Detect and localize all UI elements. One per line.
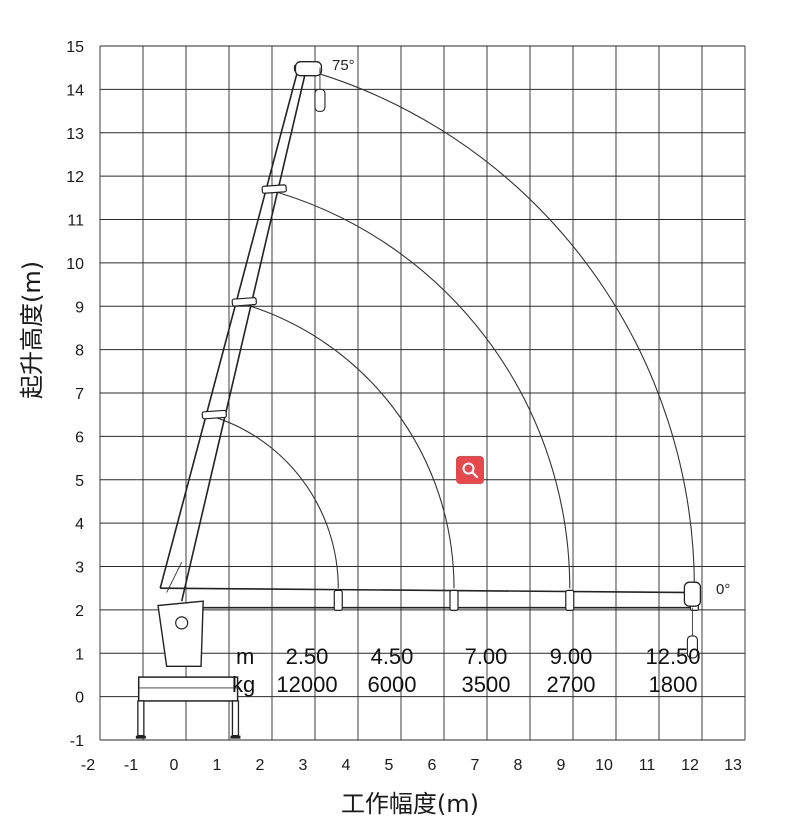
y-tick-label: 10 <box>66 256 84 273</box>
outrigger-foot <box>230 735 241 739</box>
crane-base <box>137 676 239 702</box>
y-tick-label: 15 <box>66 39 84 56</box>
radius-value: 4.50 <box>371 644 414 669</box>
x-axis-title: 工作幅度(m) <box>341 790 479 818</box>
radius-value: 7.00 <box>465 644 508 669</box>
load-unit-label: kg <box>232 672 255 697</box>
x-tick-label: 5 <box>385 757 394 774</box>
load-table: m kg 2.50 4.50 7.00 9.00 12.50 12000 600… <box>232 644 701 697</box>
x-tick-label: 4 <box>342 757 351 774</box>
boom-tip-arc <box>266 188 571 589</box>
y-tick-label: 3 <box>75 560 84 577</box>
boom-tip-arc <box>236 301 455 589</box>
outrigger-leg <box>137 700 145 737</box>
y-tick-label: 1 <box>75 646 84 663</box>
boom-section-collar <box>449 589 459 611</box>
y-tick-label: 7 <box>75 386 84 403</box>
boom-tip-arc <box>206 414 339 589</box>
y-axis-title: 起升高度(m) <box>18 261 46 399</box>
load-value: 6000 <box>368 672 417 697</box>
load-value: 12000 <box>276 672 337 697</box>
x-tick-label: 11 <box>639 757 656 774</box>
load-value: 3500 <box>462 672 511 697</box>
y-tick-label: 6 <box>75 429 84 446</box>
x-tick-label: 12 <box>681 757 699 774</box>
y-tick-label: 5 <box>75 473 84 490</box>
boom-75-upper-chord <box>180 65 308 602</box>
y-tick-label: 8 <box>75 343 84 360</box>
boom-section-collar <box>231 297 257 307</box>
y-tick-label: 9 <box>75 299 84 316</box>
x-tick-label: 3 <box>299 757 308 774</box>
radius-value: 2.50 <box>286 644 329 669</box>
radius-unit-label: m <box>236 644 254 669</box>
outrigger-leg <box>231 700 240 737</box>
x-tick-label: 13 <box>724 757 742 774</box>
x-tick-label: 10 <box>595 757 613 774</box>
boom-section-collar <box>201 409 227 420</box>
x-tick-label: 0 <box>170 757 179 774</box>
y-tick-label: 14 <box>66 82 84 99</box>
magnifier-icon <box>462 462 479 479</box>
boom-0-upper-chord <box>160 587 695 594</box>
x-tick-label: 2 <box>256 757 265 774</box>
radius-value: 9.00 <box>550 644 593 669</box>
boom-head <box>683 581 702 607</box>
radius-value: 12.50 <box>645 644 700 669</box>
boom-section-collar <box>333 589 343 611</box>
y-tick-label: 0 <box>75 690 84 707</box>
load-value: 1800 <box>649 672 698 697</box>
boom-section-collar <box>565 589 575 611</box>
y-tick-label: 12 <box>66 169 84 186</box>
y-tick-label: 11 <box>67 213 84 230</box>
x-tick-label: 8 <box>514 757 523 774</box>
y-tick-label: 13 <box>66 126 84 143</box>
boom-tip-arc <box>298 67 695 589</box>
crane-drawing <box>135 61 702 739</box>
x-tick-label: 7 <box>471 757 480 774</box>
grid <box>99 45 746 741</box>
y-tick-label: 2 <box>75 603 84 620</box>
angle-label-0: 0° <box>716 581 730 598</box>
boom-section-collar <box>261 184 287 194</box>
load-value: 2700 <box>547 672 596 697</box>
boom-tip-arcs <box>206 67 695 589</box>
hook-block <box>314 88 326 112</box>
x-tick-label: -1 <box>124 757 138 774</box>
y-tick-label: 4 <box>75 516 84 533</box>
x-tick-label: -2 <box>81 757 95 774</box>
slew-bearing <box>175 616 189 630</box>
y-tick-label: -1 <box>70 733 84 750</box>
x-tick-label: 9 <box>557 757 566 774</box>
angle-label-75: 75° <box>332 57 355 74</box>
outrigger-foot <box>135 735 146 739</box>
x-tick-label: 6 <box>428 757 437 774</box>
x-tick-labels: -2 -1 0 1 2 3 4 5 6 7 8 9 10 11 12 13 <box>81 757 742 774</box>
boom-head <box>294 61 323 77</box>
zoom-button[interactable] <box>456 456 484 484</box>
crane-column <box>157 600 204 667</box>
x-tick-label: 1 <box>213 757 222 774</box>
hook-block <box>686 635 698 659</box>
boom-75-lower-chord <box>159 67 300 589</box>
